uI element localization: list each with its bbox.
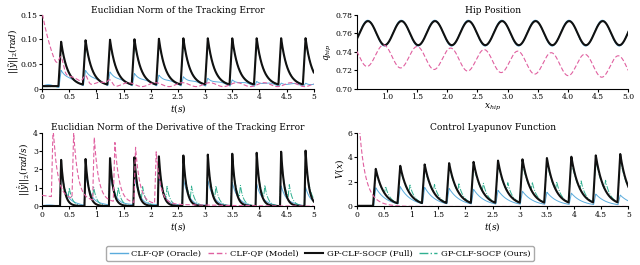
Title: Euclidian Norm of the Tracking Error: Euclidian Norm of the Tracking Error [91,6,265,15]
Title: Hip Position: Hip Position [465,6,520,15]
X-axis label: $t(s)$: $t(s)$ [484,220,501,233]
Y-axis label: $||\tilde{y}||_2(rad)$: $||\tilde{y}||_2(rad)$ [6,29,20,74]
Title: Euclidian Norm of the Derivative of the Tracking Error: Euclidian Norm of the Derivative of the … [51,123,305,132]
Y-axis label: $V(x)$: $V(x)$ [333,160,346,179]
Y-axis label: $||\dot{\tilde{y}}||_2(rad/s)$: $||\dot{\tilde{y}}||_2(rad/s)$ [15,143,31,196]
X-axis label: $t(s)$: $t(s)$ [170,220,186,233]
X-axis label: $t(s)$: $t(s)$ [170,102,186,115]
Legend: CLF-QP (Oracle), CLF-QP (Model), GP-CLF-SOCP (Full), GP-CLF-SOCP (Ours): CLF-QP (Oracle), CLF-QP (Model), GP-CLF-… [106,246,534,261]
X-axis label: $x_{hip}$: $x_{hip}$ [484,102,501,113]
Y-axis label: $q_{hip}$: $q_{hip}$ [323,43,334,60]
Title: Control Lyapunov Function: Control Lyapunov Function [429,123,556,132]
